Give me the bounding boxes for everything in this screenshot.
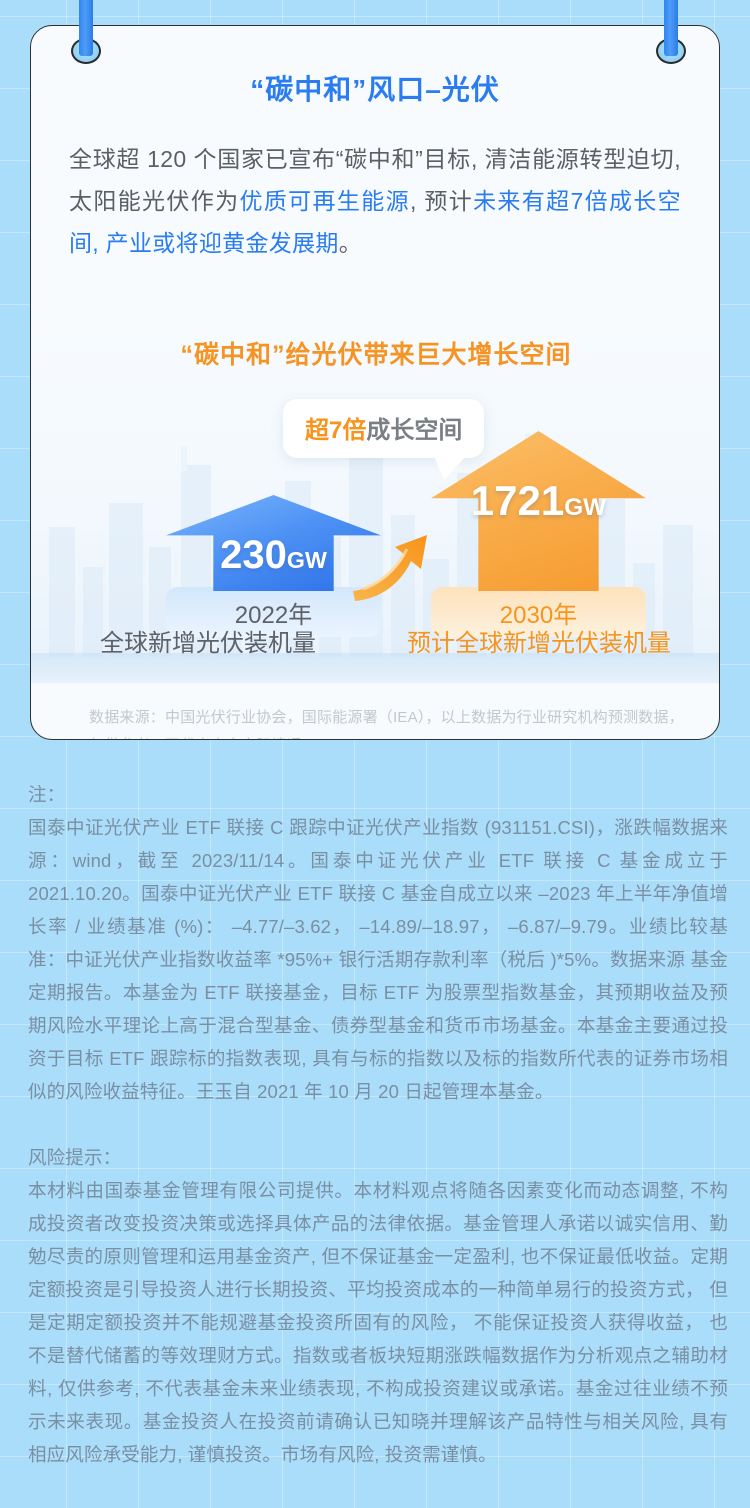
- lede-highlight-2: 未来有超7倍成长空间, 产业或将迎黄金发展期: [69, 188, 681, 256]
- chart-captions: 全球新增光伏装机量 预计全球新增光伏装机量: [31, 623, 719, 658]
- bar-2022: 230GW 2022年: [166, 495, 381, 637]
- pin-right: [656, 0, 686, 64]
- pin-stem: [664, 0, 678, 56]
- chart-title: “碳中和”给光伏带来巨大增长空间: [180, 341, 572, 369]
- chart-source-note: 数据来源：中国光伏行业协会，国际能源署（IEA），以上数据为行业研究机构预测数据…: [89, 709, 684, 739]
- bar-2022-base-label: 2022年: [166, 587, 381, 637]
- lede-highlight-1: 优质可再生能源: [239, 188, 410, 214]
- bar-2030-value: 1721GW: [470, 477, 607, 524]
- pin-stem: [79, 0, 93, 56]
- caption-2022: 全球新增光伏装机量: [100, 630, 316, 657]
- bar-2030-base-label: 2030年: [431, 587, 646, 637]
- note-label: 注：: [28, 784, 66, 805]
- bar-2022-value: 230GW: [220, 533, 327, 577]
- risk-label: 风险提示：: [28, 1147, 122, 1168]
- note-block: 注： 国泰中证光伏产业 ETF 联接 C 跟踪中证光伏产业指数 (931151.…: [28, 778, 728, 1108]
- note-body: 国泰中证光伏产业 ETF 联接 C 跟踪中证光伏产业指数 (931151.CSI…: [28, 817, 728, 1102]
- chart-bars: 230GW 2022年 1721GW 2030年: [31, 411, 719, 641]
- lede-seg-3: , 预计: [409, 188, 474, 214]
- growth-curve-arrow-icon: [353, 535, 427, 601]
- lede-paragraph: 全球超 120 个国家已宣布“碳中和”目标, 清洁能源转型迫切, 太阳能光伏作为…: [69, 138, 681, 264]
- page-title: “碳中和”风口–光伏: [250, 74, 500, 105]
- callout-suffix: 成长空间: [366, 417, 463, 444]
- chart-ground: [31, 653, 719, 683]
- bar-2030: 1721GW 2030年: [431, 431, 646, 637]
- info-card: “碳中和”风口–光伏 全球超 120 个国家已宣布“碳中和”目标, 清洁能源转型…: [30, 25, 720, 740]
- footnotes: 注： 国泰中证光伏产业 ETF 联接 C 跟踪中证光伏产业指数 (931151.…: [28, 778, 728, 1471]
- callout-highlight: 超7倍: [305, 417, 367, 444]
- growth-chart: “碳中和”给光伏带来巨大增长空间 超7倍成长空间 230GW 2022年: [31, 323, 719, 683]
- lede-seg-1: 全球超 120 个国家已宣布“碳中和”目标, 清洁能源转型迫切, 太阳能光伏作为: [69, 146, 681, 214]
- footnote-spacer: [28, 1108, 728, 1141]
- caption-2030: 预计全球新增光伏装机量: [407, 630, 671, 657]
- lede-seg-5: 。: [338, 230, 362, 256]
- risk-block: 风险提示： 本材料由国泰基金管理有限公司提供。本材料观点将随各因素变化而动态调整…: [28, 1141, 728, 1471]
- growth-callout-bubble: 超7倍成长空间: [283, 399, 485, 480]
- bar-2022-arrow: 230GW: [166, 495, 381, 591]
- risk-body: 本材料由国泰基金管理有限公司提供。本材料观点将随各因素变化而动态调整, 不构成投…: [28, 1180, 728, 1465]
- pin-left: [71, 0, 101, 64]
